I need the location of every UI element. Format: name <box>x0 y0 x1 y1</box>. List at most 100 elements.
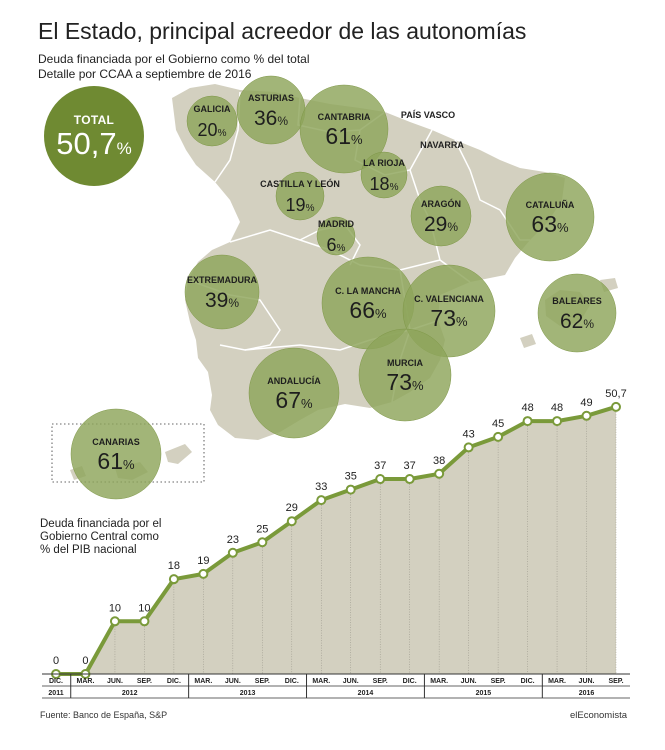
region-name: C. LA MANCHA <box>335 286 401 296</box>
region-baleares: BALEARES 62% <box>537 273 617 353</box>
region-value-number: 18 <box>370 174 390 194</box>
x-tick-label: MAR. <box>548 678 566 685</box>
x-tick-label: SEP. <box>255 678 270 685</box>
data-point <box>434 468 445 479</box>
region-value: 63% <box>531 211 569 237</box>
data-label: 49 <box>580 397 592 409</box>
subtitle-line-1: Deuda financiada por el Gobierno como % … <box>38 52 310 66</box>
region-value-number: 29 <box>424 213 447 236</box>
data-point <box>198 568 209 579</box>
total-unit: % <box>116 139 132 158</box>
data-label: 37 <box>374 460 386 472</box>
canarias-east-shape <box>165 444 192 464</box>
x-tick-label: JUN. <box>107 678 123 685</box>
region-value: 62% <box>560 310 594 333</box>
data-label: 38 <box>433 455 445 467</box>
region-value: 20% <box>198 120 227 140</box>
region-la-rioja: LA RIOJA 18% <box>360 151 408 199</box>
region-pais-vasco: PAÍS VASCO <box>401 110 455 120</box>
total-label: TOTAL <box>73 113 115 127</box>
series-line <box>56 404 617 676</box>
region-name: C. VALENCIANA <box>414 294 484 304</box>
region-value-number: 61 <box>325 123 351 149</box>
data-label: 33 <box>315 481 327 493</box>
region-name: CANTABRIA <box>318 112 371 122</box>
data-label: 35 <box>345 471 357 483</box>
data-point <box>345 484 356 495</box>
data-label: 18 <box>168 560 180 572</box>
data-label: 0 <box>82 655 88 667</box>
region-bubble <box>186 95 238 147</box>
x-tick-label: SEP. <box>373 678 388 685</box>
x-tick-label: DIC. <box>521 678 535 685</box>
region-value-number: 63 <box>531 211 557 237</box>
year-label: 2011 <box>48 690 63 697</box>
chart-note-line-2: Gobierno Central como <box>40 531 159 543</box>
region-value-unit: % <box>583 317 594 331</box>
data-label: 0 <box>53 655 59 667</box>
data-label: 10 <box>109 602 121 614</box>
region-value-number: 6 <box>327 235 337 255</box>
data-point <box>493 431 504 442</box>
region-name: CASTILLA Y LEÓN <box>260 178 340 189</box>
region-value-unit: % <box>456 314 468 329</box>
region-name: GALICIA <box>194 104 231 114</box>
x-tick-label: JUN. <box>343 678 359 685</box>
source-note: Fuente: Banco de España, S&P <box>40 710 168 720</box>
year-label: 2015 <box>476 690 492 697</box>
data-point <box>109 616 120 627</box>
data-point <box>581 410 592 421</box>
subtitle-line-2: Detalle por CCAA a septiembre de 2016 <box>38 67 252 81</box>
region-value-number: 73 <box>386 369 412 395</box>
data-point <box>522 416 533 427</box>
data-point <box>227 547 238 558</box>
region-name: NAVARRA <box>420 140 464 150</box>
data-label: 37 <box>404 460 416 472</box>
region-value-number: 66 <box>349 297 375 323</box>
x-tick-label: SEP. <box>137 678 152 685</box>
region-value-number: 62 <box>560 310 583 333</box>
region-castilla-y-leon: CASTILLA Y LEÓN 19% <box>260 171 340 221</box>
region-aragon: ARAGÓN 29% <box>410 185 472 247</box>
region-value: 36% <box>254 107 288 130</box>
region-value: 61% <box>325 123 363 149</box>
region-asturias: ASTURIAS 36% <box>236 75 306 145</box>
x-tick-label: MAR. <box>194 678 212 685</box>
region-value-number: 36 <box>254 107 277 130</box>
region-value: 29% <box>424 213 458 236</box>
data-point <box>316 495 327 506</box>
region-value-number: 19 <box>286 195 306 215</box>
x-tick-label: DIC. <box>167 678 181 685</box>
x-tick-label: DIC. <box>403 678 417 685</box>
region-value-unit: % <box>277 114 288 128</box>
data-label: 48 <box>521 402 533 414</box>
data-point <box>552 416 563 427</box>
region-value: 66% <box>349 297 387 323</box>
region-extremadura: EXTREMADURA 39% <box>184 254 260 330</box>
region-value: 67% <box>275 387 313 413</box>
brand-logo: elEconomista <box>569 710 627 721</box>
year-label: 2013 <box>240 690 256 697</box>
data-label: 23 <box>227 534 239 546</box>
region-bubble <box>410 185 472 247</box>
region-madrid: MADRID 6% <box>316 216 356 256</box>
region-value: 39% <box>205 289 239 312</box>
region-name: MURCIA <box>387 358 423 368</box>
region-value-unit: % <box>447 220 458 234</box>
year-label: 2014 <box>358 690 374 697</box>
x-tick-label: MAR. <box>312 678 330 685</box>
data-point <box>375 474 386 485</box>
region-name: LA RIOJA <box>363 158 405 168</box>
ibiza-shape <box>520 334 536 348</box>
data-label: 19 <box>197 555 209 567</box>
region-name: EXTREMADURA <box>187 275 258 285</box>
region-name: CANARIAS <box>92 437 140 447</box>
region-value-number: 73 <box>430 305 456 331</box>
data-point <box>463 442 474 453</box>
